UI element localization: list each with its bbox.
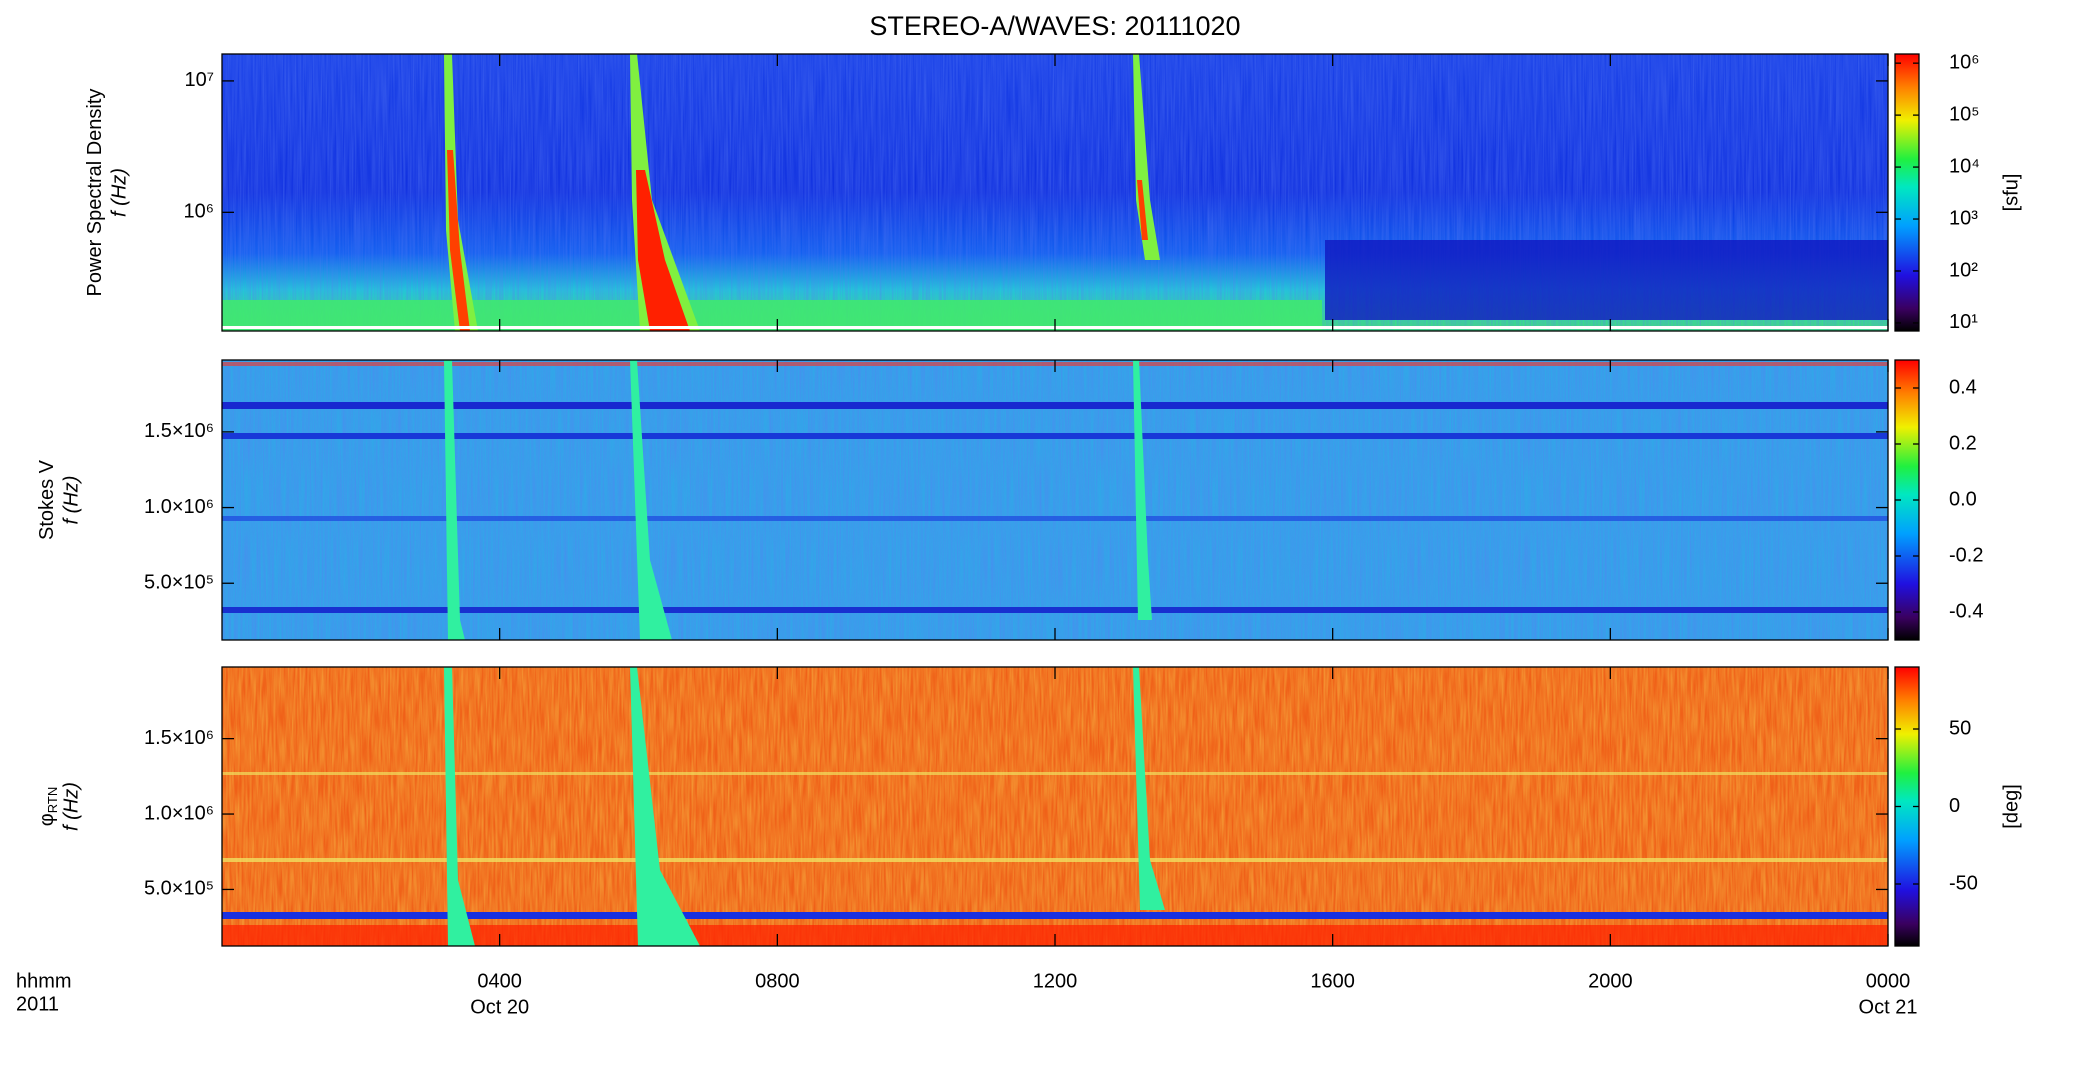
colorbar-tick-label: 10⁴ [1949,155,1980,177]
colorbar-tick-label: -0.4 [1949,600,1983,622]
x-axis-year: 2011 [16,993,59,1015]
x-tick-label: 1200 [1033,970,1078,992]
colorbar-label: [sfu] [2000,174,2022,212]
y-tick-label: 10⁶ [184,201,214,223]
y-tick-label: 1.0×10⁶ [144,496,214,518]
spectrogram-image [222,54,1888,331]
y-axis-label-text: φ [36,813,58,826]
x-tick-label: 0400 [477,970,522,992]
colorbar-tick-label: 0 [1949,795,1960,817]
spectrogram-image [222,667,1888,946]
y-tick-label: 5.0×10⁵ [144,878,214,900]
x-tick-label: 1600 [1310,970,1355,992]
x-tick-label: 0800 [755,970,800,992]
colorbar-tick-label: 50 [1949,717,1971,739]
y-tick-label: 1.5×10⁶ [144,420,214,442]
y-tick-label: 1.5×10⁶ [144,727,214,749]
y-axis-unit-label: f (Hz) [60,782,82,831]
colorbar-tick-label: 10³ [1949,207,1978,229]
chart-title: STEREO-A/WAVES: 20111020 [869,11,1240,41]
y-tick-label: 5.0×10⁵ [144,572,214,594]
colorbar-tick-label: 0.4 [1949,376,1977,398]
y-axis-label-text: Stokes V [36,459,58,540]
y-tick-label: 1.0×10⁶ [144,802,214,824]
y-axis-unit-label: f (Hz) [60,476,82,525]
colorbar-tick-label: 10⁶ [1949,51,1979,73]
y-axis-unit-label: f (Hz) [108,168,130,217]
x-tick-label: 2000 [1588,970,1633,992]
colorbar-tick-label: -50 [1949,872,1978,894]
y-axis-label-subscript: RTN [45,787,60,813]
y-axis-label: φRTN [36,787,60,826]
y-axis-label-text: Power Spectral Density [84,89,106,297]
x-date-label: Oct 21 [1859,996,1918,1018]
colorbar-tick-label: 0.0 [1949,488,1977,510]
colorbar [1894,53,1920,332]
x-axis-label: hhmm [16,970,72,992]
x-date-label: Oct 20 [470,996,529,1018]
colorbar-label: [deg] [2000,784,2022,828]
spectrogram-image [222,360,1888,640]
colorbar-tick-label: 10⁵ [1949,103,1980,125]
colorbar-tick-label: -0.2 [1949,544,1983,566]
colorbar-tick-label: 10¹ [1949,311,1978,333]
x-tick-label: 0000 [1866,970,1911,992]
y-axis-label: Stokes V [36,459,58,540]
colorbar-tick-label: 10² [1949,259,1978,281]
y-tick-label: 10⁷ [185,69,214,91]
colorbar-tick-label: 0.2 [1949,432,1977,454]
y-axis-label: Power Spectral Density [84,89,106,297]
